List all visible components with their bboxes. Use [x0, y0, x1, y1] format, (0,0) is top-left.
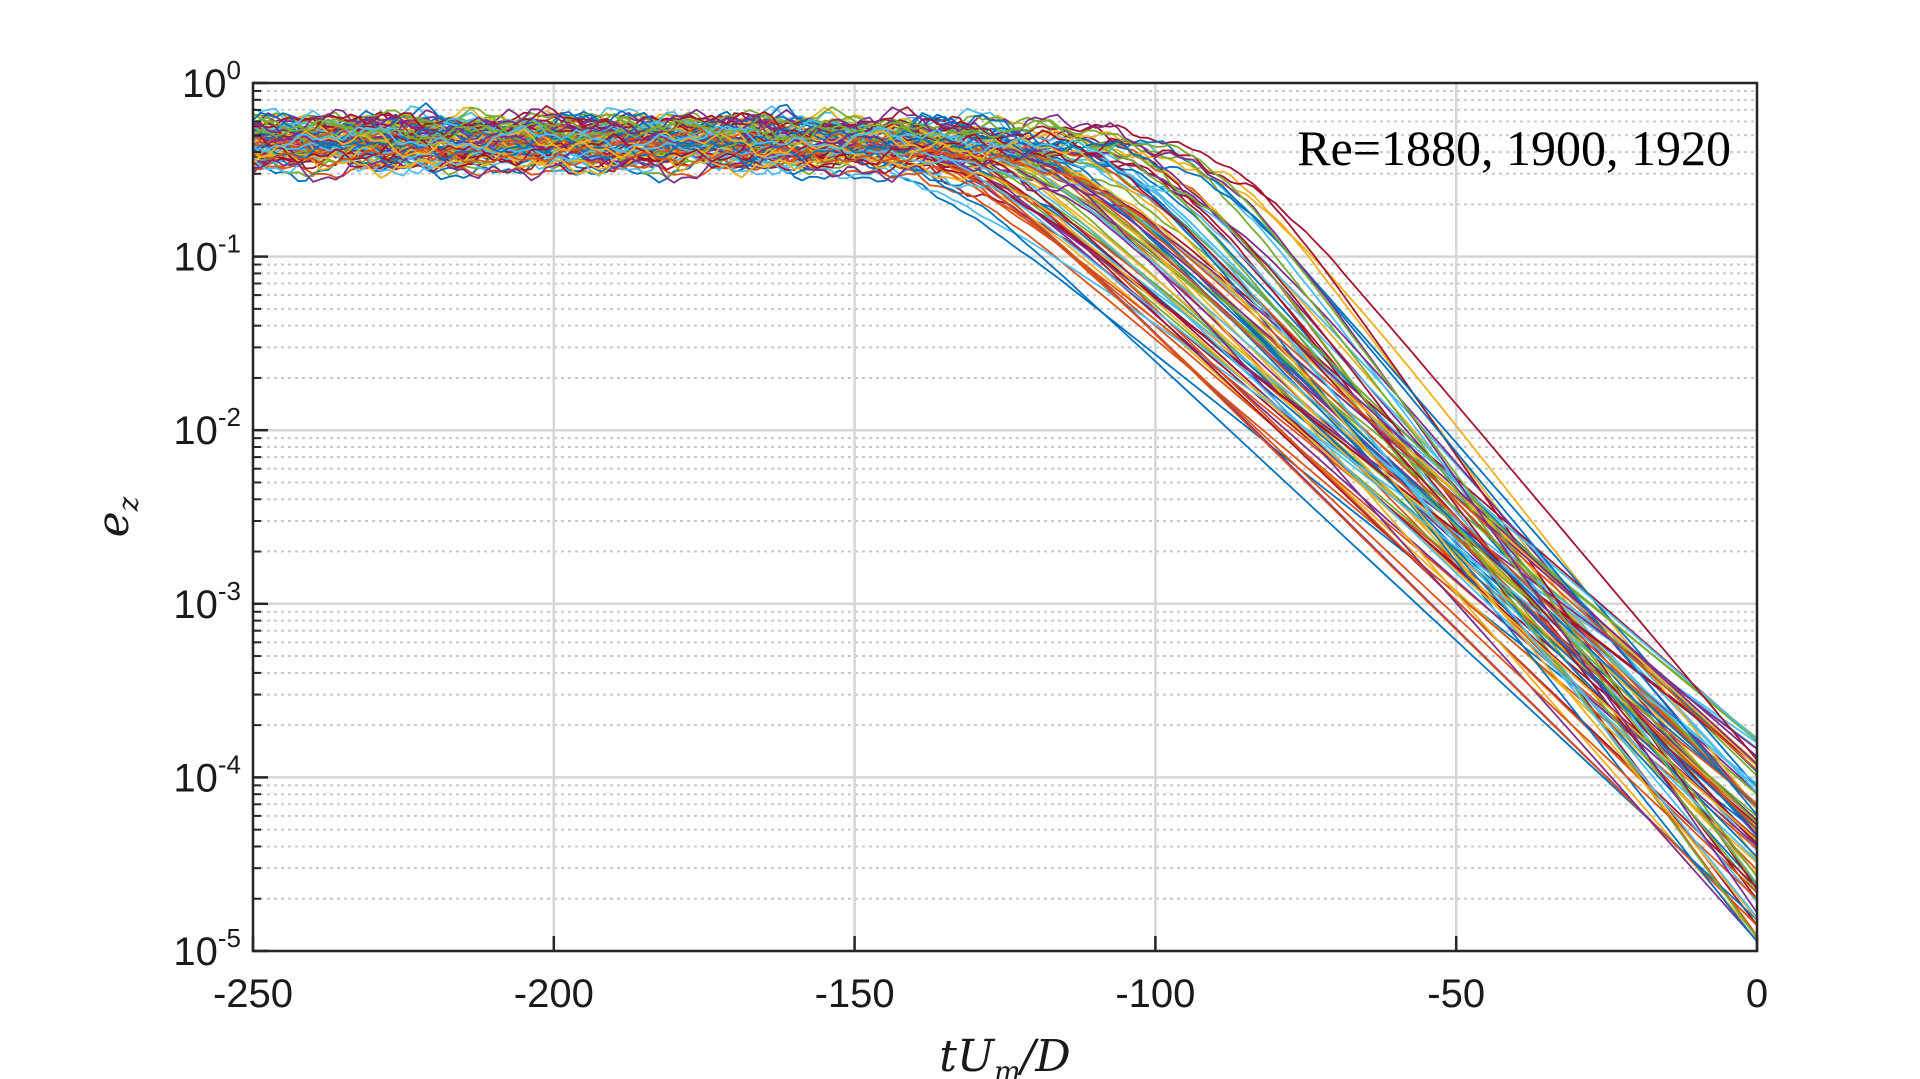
series-line [252, 133, 1758, 861]
series-line [253, 120, 1758, 871]
series-line [252, 152, 1758, 833]
y-tick-label: 10-5 [173, 923, 241, 974]
series-line [252, 149, 1758, 875]
series-line [252, 130, 1758, 939]
series-line [252, 128, 1758, 920]
series-line [252, 119, 1758, 900]
series-line [252, 110, 1758, 843]
series-line [252, 119, 1758, 891]
series-line [252, 132, 1758, 761]
y-tick-label: 10-1 [173, 229, 241, 280]
series-line [252, 135, 1758, 810]
axes [251, 81, 1759, 953]
series-line [252, 132, 1758, 822]
x-tick-label: 0 [1746, 972, 1768, 1016]
series-line [252, 121, 1758, 808]
series-line [252, 147, 1758, 807]
series-line [252, 132, 1758, 810]
series-line [252, 146, 1758, 771]
y-tick-label: 10-2 [173, 402, 241, 453]
series-line [252, 111, 1758, 805]
series-line [252, 133, 1758, 886]
series-line [252, 132, 1758, 850]
x-tick-label: -200 [514, 972, 594, 1016]
series-line [252, 124, 1758, 937]
series-line [252, 105, 1758, 846]
series-line [252, 123, 1758, 858]
series-line [252, 131, 1758, 839]
series-line [252, 145, 1758, 806]
series-line [252, 134, 1758, 876]
y-tick-label: 10-3 [173, 576, 241, 627]
series-line [252, 134, 1758, 837]
x-axis-label: tUm/D [939, 1031, 1070, 1079]
plot-frame [251, 81, 1759, 953]
series-line [252, 125, 1758, 918]
series-line [253, 152, 1758, 831]
grid [251, 81, 1759, 953]
y-tick-label: 100 [182, 55, 241, 106]
series-line [252, 110, 1758, 822]
x-tick-label: -250 [213, 972, 293, 1016]
series-line [252, 124, 1758, 937]
labels: 100 10-1 10-2 10-3 10-4 10-5-250 -200 -150 -100 -… [88, 55, 1768, 1079]
series-line [252, 134, 1758, 926]
series-line [252, 127, 1758, 921]
series-line [252, 135, 1758, 764]
series-line [252, 143, 1758, 764]
series-line [252, 102, 1758, 943]
x-tick-label: -100 [1115, 972, 1195, 1016]
series-line [252, 132, 1758, 758]
x-tick-label: -150 [815, 972, 895, 1016]
x-tick-label: -50 [1427, 972, 1485, 1016]
series-line [252, 157, 1758, 823]
series-group [252, 102, 1758, 943]
series-line [252, 142, 1758, 862]
series-line [252, 122, 1758, 846]
series-line [252, 140, 1758, 741]
series-line [252, 116, 1758, 885]
series-line [252, 132, 1758, 816]
series-line [252, 125, 1758, 885]
series-line [252, 106, 1758, 795]
series-line [252, 119, 1758, 878]
y-tick-label: 10-4 [173, 749, 241, 800]
annotation-text: Re=1880, 1900, 1920 [1297, 120, 1731, 176]
series-line [252, 144, 1758, 842]
series-line [252, 106, 1758, 914]
series-line [252, 129, 1758, 852]
series-line [252, 111, 1758, 926]
y-axis-label: ez [88, 496, 145, 537]
